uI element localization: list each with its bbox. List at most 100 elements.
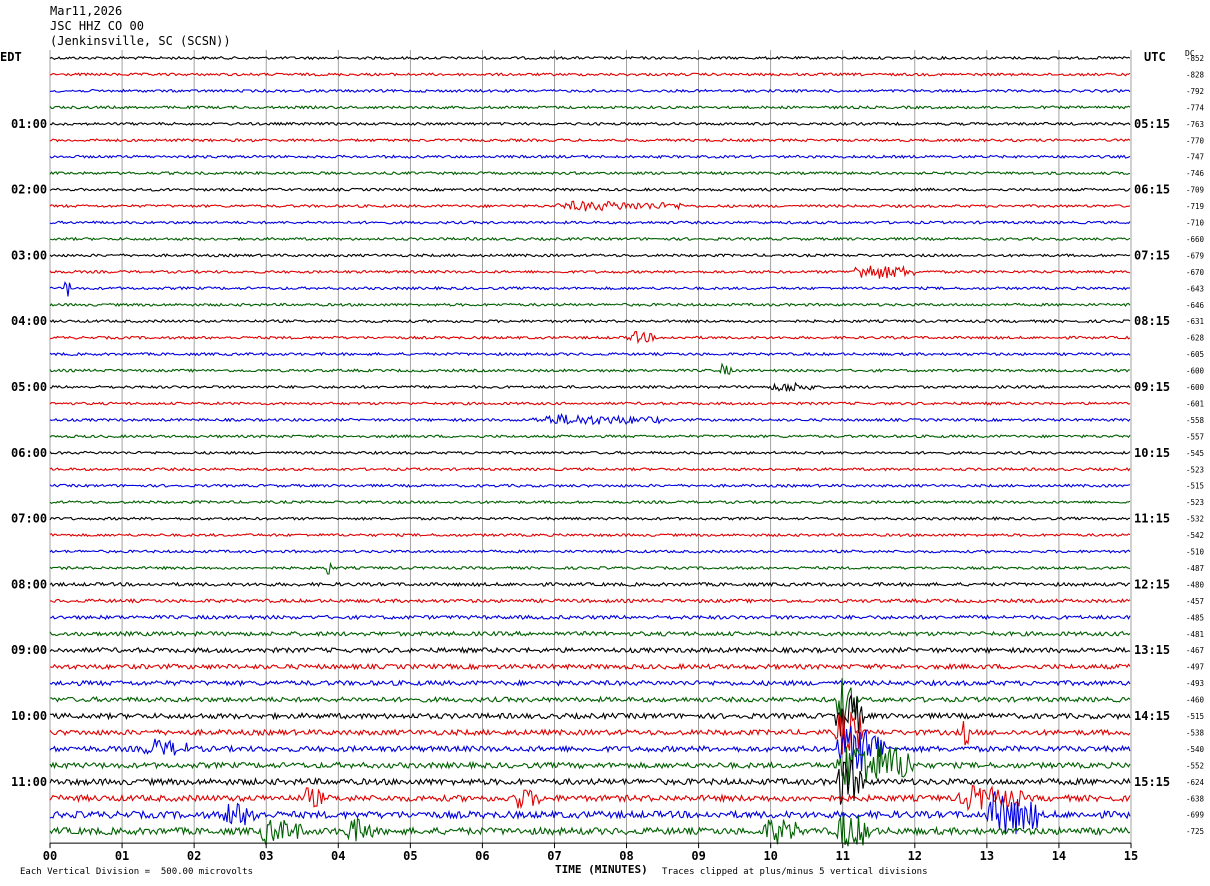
x-tick-label: 13 — [980, 849, 994, 863]
right-hour-label: 11:15 — [1134, 512, 1170, 526]
right-timezone-label: UTC — [1144, 50, 1166, 64]
x-tick-label: 12 — [908, 849, 922, 863]
seismic-trace-row — [49, 695, 1131, 738]
seismic-trace-row — [49, 412, 1131, 426]
seismic-trace-row — [49, 614, 1131, 621]
seismic-trace-row — [49, 401, 1131, 406]
x-tick-label: 11 — [836, 849, 850, 863]
seismic-trace-row — [49, 138, 1131, 143]
header-date: Mar11,2026 — [50, 4, 123, 18]
left-hour-label: 05:00 — [11, 380, 47, 394]
dc-offset-label: -679 — [1186, 251, 1204, 260]
dc-offset-label: -828 — [1186, 70, 1205, 79]
seismic-trace-row — [49, 72, 1131, 77]
dc-offset-label: -747 — [1186, 153, 1204, 162]
seismic-trace-row — [49, 236, 1131, 242]
dc-offset-label: -493 — [1186, 679, 1204, 688]
clip-note: Traces clipped at plus/minus 5 vertical … — [662, 867, 928, 877]
right-hour-label: 10:15 — [1134, 446, 1170, 460]
seismic-trace-row — [49, 302, 1131, 307]
dc-offset-label: -542 — [1186, 531, 1204, 540]
dc-offset-label: -485 — [1186, 613, 1204, 622]
right-hour-label: 14:15 — [1134, 709, 1170, 723]
dc-offset-label: -457 — [1186, 597, 1204, 606]
dc-offset-label: -774 — [1186, 103, 1205, 112]
left-hour-label: 03:00 — [11, 248, 47, 262]
left-hour-label: 11:00 — [11, 775, 47, 789]
seismic-trace-row — [49, 381, 1131, 393]
seismic-trace-row — [49, 561, 1131, 575]
seismic-trace-row — [49, 318, 1131, 324]
header-station: JSC HHZ CO 00 — [50, 19, 144, 33]
dc-offset-label: -523 — [1186, 465, 1204, 474]
x-axis-title: TIME (MINUTES) — [555, 863, 648, 876]
seismic-trace-row — [49, 88, 1131, 94]
left-hour-label: 08:00 — [11, 577, 47, 591]
seismic-trace-row — [49, 200, 1131, 212]
seismic-trace-row — [50, 597, 1131, 604]
x-tick-label: 04 — [331, 849, 345, 863]
dc-offset-label: -532 — [1186, 515, 1204, 524]
seismic-trace-row — [49, 105, 1131, 110]
x-tick-label: 10 — [763, 849, 777, 863]
seismic-trace-row — [49, 154, 1131, 160]
dc-offset-label: -643 — [1186, 284, 1204, 293]
seismic-trace-row — [49, 281, 1131, 297]
dc-offset-label: -523 — [1186, 498, 1204, 507]
dc-offset-label: -515 — [1186, 482, 1204, 491]
seismic-trace-row — [49, 331, 1131, 345]
seismic-trace-row — [49, 466, 1131, 472]
left-timezone-label: EDT — [0, 50, 22, 64]
seismic-trace-row — [49, 549, 1131, 554]
seismic-trace-row — [49, 812, 1131, 847]
dc-offset-label: -646 — [1186, 301, 1205, 310]
x-tick-label: 05 — [403, 849, 417, 863]
dc-offset-label: -770 — [1186, 136, 1205, 145]
dc-offset-label: -467 — [1186, 646, 1204, 655]
seismic-trace-row — [49, 483, 1131, 488]
dc-offset-label: -852 — [1186, 54, 1204, 63]
x-tick-label: 09 — [691, 849, 705, 863]
scale-note: Each Vertical Division = 500.00 microvol… — [20, 867, 253, 877]
dc-offset-label: -515 — [1186, 712, 1204, 721]
seismic-trace-row — [49, 253, 1131, 258]
dc-offset-label: -605 — [1186, 350, 1204, 359]
seismic-trace-row — [49, 646, 1131, 655]
dc-offset-label: -628 — [1186, 334, 1205, 343]
x-tick-label: 02 — [187, 849, 201, 863]
seismic-trace-row — [49, 725, 1131, 772]
left-hour-label: 01:00 — [11, 117, 47, 131]
dc-offset-label: -631 — [1186, 317, 1204, 326]
dc-offset-label: -725 — [1186, 827, 1204, 836]
seismic-trace-row — [49, 532, 1131, 538]
dc-offset-label: -660 — [1186, 235, 1205, 244]
x-tick-label: 01 — [115, 849, 129, 863]
seismic-trace-row — [49, 662, 1131, 671]
dc-offset-label: -670 — [1186, 268, 1205, 277]
right-hour-label: 08:15 — [1134, 314, 1170, 328]
seismic-trace-row — [49, 434, 1131, 439]
dc-offset-label: -497 — [1186, 663, 1204, 672]
dc-offset-label: -557 — [1186, 432, 1204, 441]
right-hour-label: 05:15 — [1134, 117, 1170, 131]
dc-offset-label: -699 — [1186, 811, 1204, 820]
dc-offset-label: -624 — [1186, 778, 1205, 787]
seismic-trace-row — [49, 499, 1131, 505]
left-hour-label: 06:00 — [11, 446, 47, 460]
left-hour-label: 09:00 — [11, 643, 47, 657]
seismic-trace-row — [49, 581, 1130, 588]
seismic-trace-row — [49, 709, 1131, 755]
dc-offset-label: -638 — [1186, 794, 1205, 803]
seismic-trace-row — [49, 791, 1131, 835]
seismic-trace-row — [49, 784, 1131, 812]
dc-offset-label: -719 — [1186, 202, 1204, 211]
dc-offset-label: -460 — [1186, 696, 1205, 705]
seismic-trace-row — [49, 351, 1131, 357]
dc-offset-label: -709 — [1186, 186, 1204, 195]
seismic-trace-row — [49, 743, 1131, 786]
x-tick-label: 15 — [1124, 849, 1138, 863]
seismic-trace-row — [49, 679, 1131, 687]
x-tick-label: 00 — [43, 849, 57, 863]
left-hour-label: 07:00 — [11, 512, 47, 526]
